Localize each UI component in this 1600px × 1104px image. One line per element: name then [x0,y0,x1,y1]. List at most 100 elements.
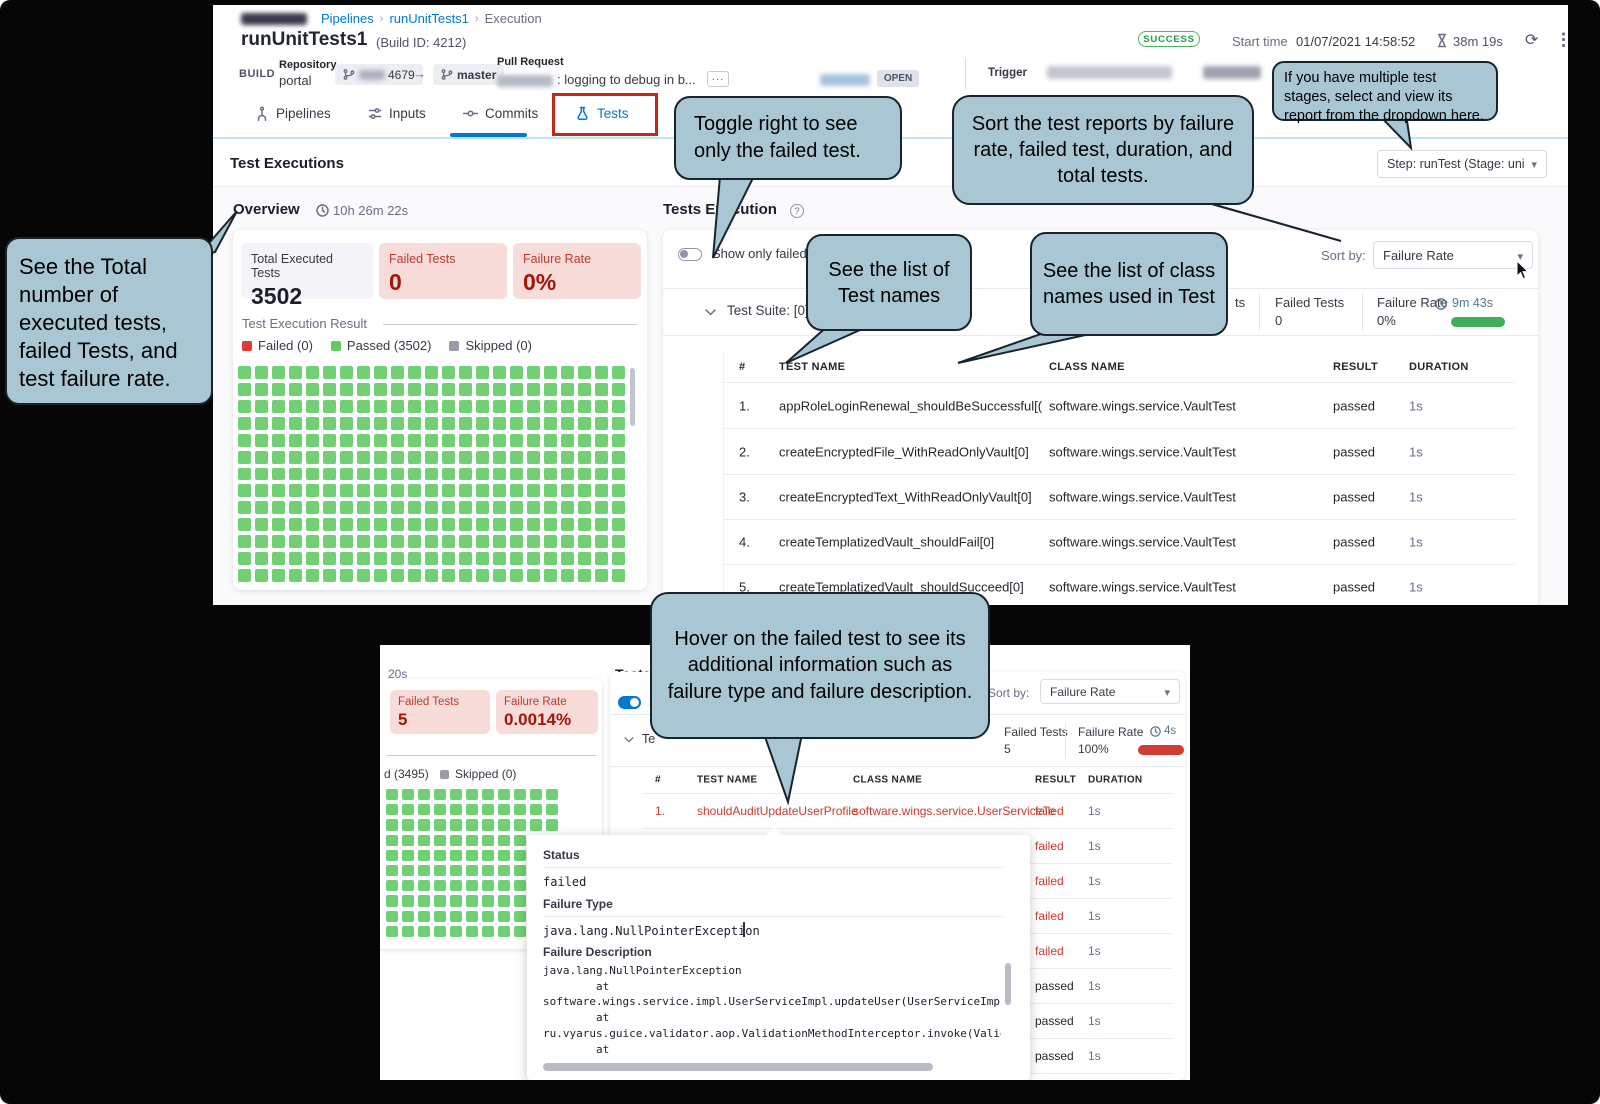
breadcrumb: Pipelines › runUnitTests1 › Execution [321,11,542,26]
source-branch-pill[interactable]: 4679 [335,64,423,85]
ellipsis-icon[interactable]: ··· [707,71,729,87]
passed-test-square [434,895,446,907]
passed-test-square [434,910,446,922]
description-vscrollbar[interactable] [1005,963,1011,1005]
passed-test-square [272,484,285,498]
col-duration: DURATION [1409,361,1469,373]
failure-description-value[interactable]: java.lang.NullPointerException at softwa… [543,964,1001,1059]
passed-test-square [450,819,462,831]
passed-test-square [450,849,462,861]
tab-commits-label: Commits [485,106,539,121]
passed-test-square [391,399,404,413]
passed-test-square [442,569,455,582]
test-row[interactable]: 3. createEncryptedText_WithReadOnlyVault… [724,474,1515,519]
tab-pipelines-label: Pipelines [276,106,331,121]
passed-test-square [498,849,510,861]
chevron-down-icon [1164,685,1170,699]
passed-test-square [391,382,404,396]
passed-test-square [459,552,472,566]
failure-type-label: Failure Type [543,897,613,911]
passed-test-square [530,804,542,816]
test-row[interactable]: 5. createTemplatizedVault_shouldSucceed[… [724,564,1515,605]
passed-test-square [238,467,251,481]
passed-test-square [434,880,446,892]
sort-by-value: Failure Rate [1050,684,1116,699]
passed-test-square [510,484,523,498]
sort-by-label: Sort by: [988,686,1030,700]
passed-test-square [595,501,608,515]
total-tests-label: Total Executed Tests [251,252,333,280]
passed-test-square [306,501,319,515]
toggle-knob [680,250,688,258]
passed-test-square [459,518,472,532]
tab-inputs[interactable]: Inputs [368,106,426,121]
refresh-icon[interactable] [1525,30,1538,50]
sort-by-label: Sort by: [1321,248,1366,263]
passed-test-square [374,450,387,464]
passed-test-square [466,834,478,846]
passed-test-square [238,552,251,566]
passed-test-square [527,366,540,379]
tab-commits[interactable]: Commits [463,106,538,121]
passed-test-square [272,416,285,430]
passed-test-square [357,399,370,413]
row-result: passed [1035,979,1074,993]
passed-test-square [402,880,414,892]
callout-stages: If you have multiple test stages, select… [1272,61,1498,124]
passed-test-square [561,552,574,566]
suite-stat-failed-value: 0 [1275,313,1283,328]
passed-test-square [510,450,523,464]
failed-test-row[interactable]: 1. shouldAuditUpdateUserProfile software… [643,793,1173,828]
test-row[interactable]: failed 1s [643,828,1173,863]
passed-test-square [459,366,472,379]
passed-test-square [459,399,472,413]
grid-scrollbar[interactable] [630,368,635,426]
tab-pipelines[interactable]: Pipelines [255,106,331,121]
passed-test-square [514,925,526,937]
row-num: 4. [739,534,750,550]
sort-by-dropdown[interactable]: Failure Rate [1373,241,1533,269]
test-row[interactable]: 1. appRoleLoginRenewal_shouldBeSuccessfu… [724,382,1515,428]
passed-test-square [391,433,404,447]
passed-test-square [289,467,302,481]
passed-test-square [386,819,398,831]
row-duration: 1s [1088,909,1101,923]
passed-test-square [561,382,574,396]
passed-test-square [255,433,268,447]
passed-test-square [425,535,438,549]
passed-test-square [357,382,370,396]
sort-by-dropdown[interactable]: Failure Rate [1040,679,1180,704]
passed-test-square [612,569,625,582]
passed-test-square [425,366,438,379]
test-row[interactable]: 4. createTemplatizedVault_shouldFail[0] … [724,519,1515,564]
kebab-menu-icon[interactable] [1555,30,1568,50]
passed-test-square [544,484,557,498]
chevron-down-icon[interactable] [624,737,634,743]
passed-test-square [434,819,446,831]
passed-test-square [482,880,494,892]
tab-tests[interactable]: Tests [575,106,629,121]
callout-test-names: See the list of Test names [806,234,972,331]
passed-test-square [402,895,414,907]
passed-test-square [514,789,526,801]
passed-test-square [546,789,558,801]
description-hscrollbar[interactable] [543,1063,933,1071]
step-selector-dropdown[interactable]: Step: runTest (Stage: uni [1377,150,1547,178]
chevron-down-icon[interactable] [705,309,716,316]
page-title: runUnitTests1 [241,29,368,50]
target-branch-pill[interactable]: master [433,64,505,85]
breadcrumb-pipelines[interactable]: Pipelines [321,11,374,26]
passed-test-square [289,416,302,430]
passed-test-square [514,849,526,861]
help-icon[interactable]: ? [790,204,804,218]
failed-only-toggle[interactable] [678,248,702,261]
total-tests-tile: Total Executed Tests 3502 [241,243,373,309]
clock-icon [1150,726,1161,737]
test-row[interactable]: 2. createEncryptedFile_WithReadOnlyVault… [724,428,1515,474]
passed-test-square [476,450,489,464]
passed-test-square [289,433,302,447]
breadcrumb-run[interactable]: runUnitTests1 [389,11,469,26]
failed-only-toggle-on[interactable] [618,696,641,709]
passed-test-square [425,382,438,396]
passed-test-square [561,535,574,549]
